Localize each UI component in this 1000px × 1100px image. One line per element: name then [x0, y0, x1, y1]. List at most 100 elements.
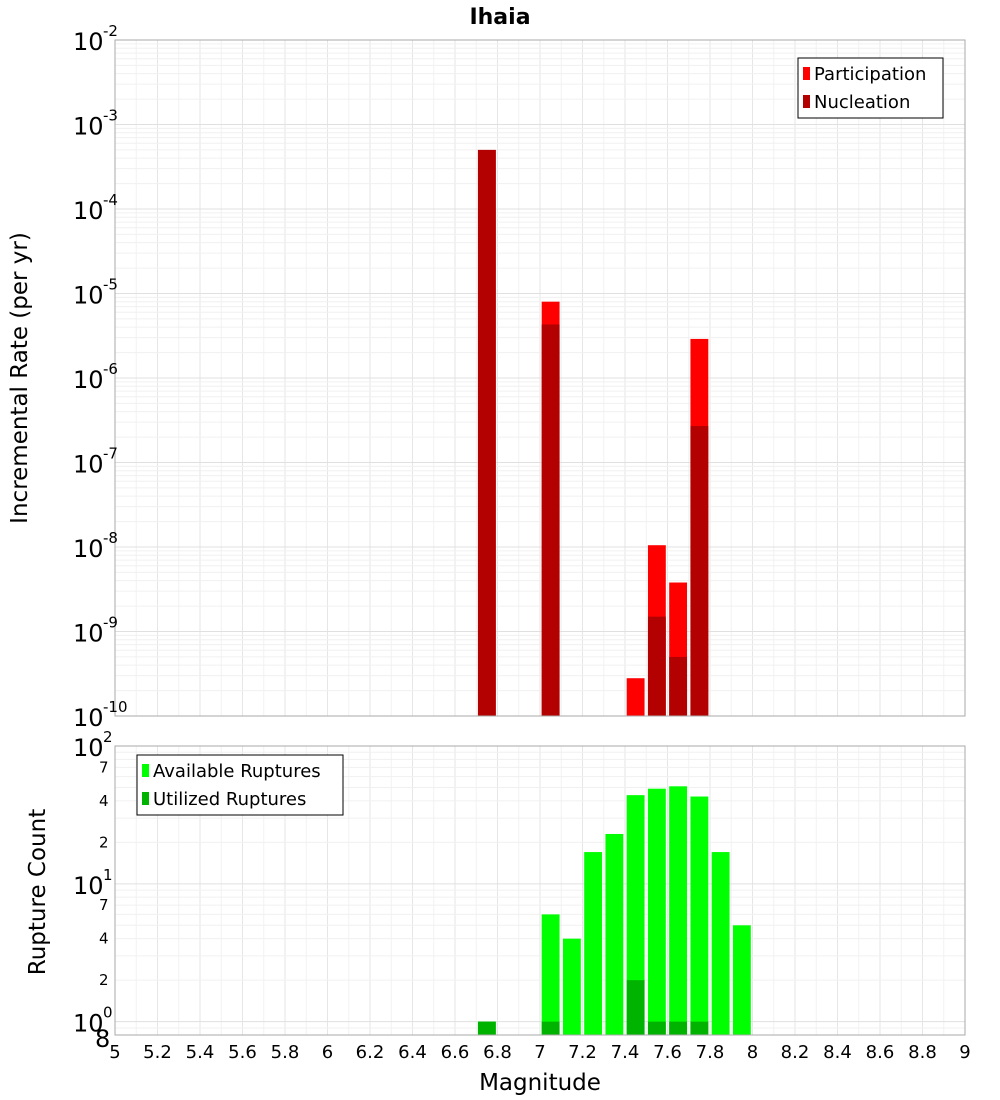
count-bar-available: [562, 938, 581, 1035]
count-bar-available: [605, 833, 624, 1035]
rate-y-tick-base: 10: [73, 704, 104, 732]
rate-y-tick-base: 10: [73, 451, 104, 479]
rate-y-tick-base: 10: [73, 28, 104, 56]
rate-y-tick: 10 -6: [73, 360, 118, 394]
count-legend-box: [136, 754, 344, 816]
x-tick-label: 8.8: [908, 1042, 937, 1063]
x-tick-label: 5.6: [228, 1042, 257, 1063]
x-tick-label: 9: [959, 1042, 970, 1063]
count-bar-available: [711, 852, 730, 1035]
rate-legend-swatch: [803, 67, 810, 80]
rate-y-tick: 10 -7: [73, 445, 118, 479]
count-bar-utilized: [669, 1021, 688, 1035]
count-y-tick: 10 2: [73, 728, 113, 762]
x-tick-label: 8.4: [823, 1042, 852, 1063]
rate-y-tick-exponent: -6: [103, 360, 118, 378]
rate-legend: Participation Nucleation: [797, 57, 944, 119]
x-tick-label: 5.4: [186, 1042, 215, 1063]
x-tick-label: 6: [322, 1042, 333, 1063]
count-legend: Available Ruptures Utilized Ruptures: [136, 754, 344, 816]
count-bar-utilized: [477, 1021, 496, 1035]
x-tick-label: 7: [534, 1042, 545, 1063]
x-tick-label: 6.4: [398, 1042, 427, 1063]
count-bar-utilized: [690, 1021, 709, 1035]
count-legend-swatch: [142, 764, 149, 777]
rate-legend-swatch: [803, 95, 810, 108]
count-bar-available: [732, 925, 751, 1035]
count-y-minor-tick: 8: [95, 1025, 110, 1053]
count-y-minor-tick: 2: [99, 971, 109, 989]
x-tick-label: 5.2: [143, 1042, 172, 1063]
rate-gridlines: [114, 39, 966, 717]
rate-y-tick: 10 -8: [73, 529, 118, 563]
count-bar-available: [647, 788, 666, 1035]
rate-y-tick-exponent: -2: [103, 22, 118, 40]
rate-bar-participation: [626, 678, 645, 716]
count-legend-swatch: [142, 792, 149, 805]
x-tick-label: 6.6: [441, 1042, 470, 1063]
count-bar-available: [690, 796, 709, 1035]
count-plot-border: [114, 745, 966, 1036]
rate-y-tick-base: 10: [73, 113, 104, 141]
rate-y-tick: 10 -4: [73, 191, 118, 225]
x-tick-label: 5: [109, 1042, 120, 1063]
rate-y-tick-exponent: -8: [103, 529, 118, 547]
x-tick-label: 7.8: [696, 1042, 725, 1063]
count-bar-available: [584, 852, 603, 1035]
count-y-minor-tick: 2: [99, 833, 109, 851]
count-y-tick-exponent: 0: [103, 1004, 113, 1022]
x-tick-label: 7.6: [653, 1042, 682, 1063]
rate-y-tick: 10 -5: [73, 276, 118, 310]
rate-bar-nucleation: [541, 324, 560, 716]
rate-bar-nucleation: [669, 656, 688, 716]
rate-y-tick: 10 -3: [73, 107, 118, 141]
x-tick-label: 8.2: [781, 1042, 810, 1063]
rate-y-tick: 10 -9: [73, 614, 118, 648]
x-axis-label: Magnitude: [479, 1070, 601, 1096]
count-bar-available: [669, 786, 688, 1035]
count-y-tick-base: 10: [73, 872, 104, 900]
count-bar-utilized: [541, 1021, 560, 1035]
count-y-minor-tick: 7: [99, 758, 109, 776]
count-bar-available: [541, 914, 560, 1035]
rate-y-tick-exponent: -3: [103, 107, 118, 125]
rate-y-tick: 10 -2: [73, 22, 118, 56]
count-legend-label: Utilized Ruptures: [153, 789, 306, 810]
rate-y-tick-exponent: -4: [103, 191, 118, 209]
rate-y-tick-exponent: -5: [103, 276, 118, 294]
rate-bar-nucleation: [647, 616, 666, 716]
rate-y-tick-base: 10: [73, 197, 104, 225]
x-tick-label: 8: [747, 1042, 758, 1063]
count-y-tick: 10 0: [73, 1004, 113, 1038]
rate-legend-box: [797, 57, 944, 119]
count-y-minor-tick: 4: [99, 792, 109, 810]
count-legend-label: Available Ruptures: [153, 761, 321, 782]
rate-y-tick-base: 10: [73, 620, 104, 648]
rate-y-tick-base: 10: [73, 282, 104, 310]
count-bar-utilized: [647, 1021, 666, 1035]
rate-y-axis-label: Incremental Rate (per yr): [7, 232, 33, 524]
rate-y-tick-base: 10: [73, 366, 104, 394]
rate-legend-label: Nucleation: [814, 92, 910, 113]
rate-bar-nucleation: [690, 426, 709, 716]
rate-y-tick-exponent: -7: [103, 445, 118, 463]
count-y-axis-label: Rupture Count: [25, 809, 51, 975]
rate-y-tick: 10 -10: [73, 698, 128, 732]
count-bar-utilized: [626, 980, 645, 1035]
x-tick-label: 8.6: [866, 1042, 895, 1063]
count-y-minor-tick: 7: [99, 896, 109, 914]
count-bars: [477, 786, 751, 1035]
rate-y-tick-base: 10: [73, 535, 104, 563]
x-tick-label: 7.2: [568, 1042, 597, 1063]
count-bar-available: [626, 795, 645, 1035]
rate-bars: [477, 149, 709, 717]
count-y-tick-exponent: 1: [103, 866, 113, 884]
x-tick-label: 5.8: [271, 1042, 300, 1063]
x-ticks: 5 5.2 5.4 5.6 5.8 6 6.2 6.4 6.6 6.8 7 7.2 7.4 7.6 7.8 8…: [109, 1042, 970, 1063]
count-y-tick-exponent: 2: [103, 728, 113, 746]
x-tick-label: 7.4: [611, 1042, 640, 1063]
